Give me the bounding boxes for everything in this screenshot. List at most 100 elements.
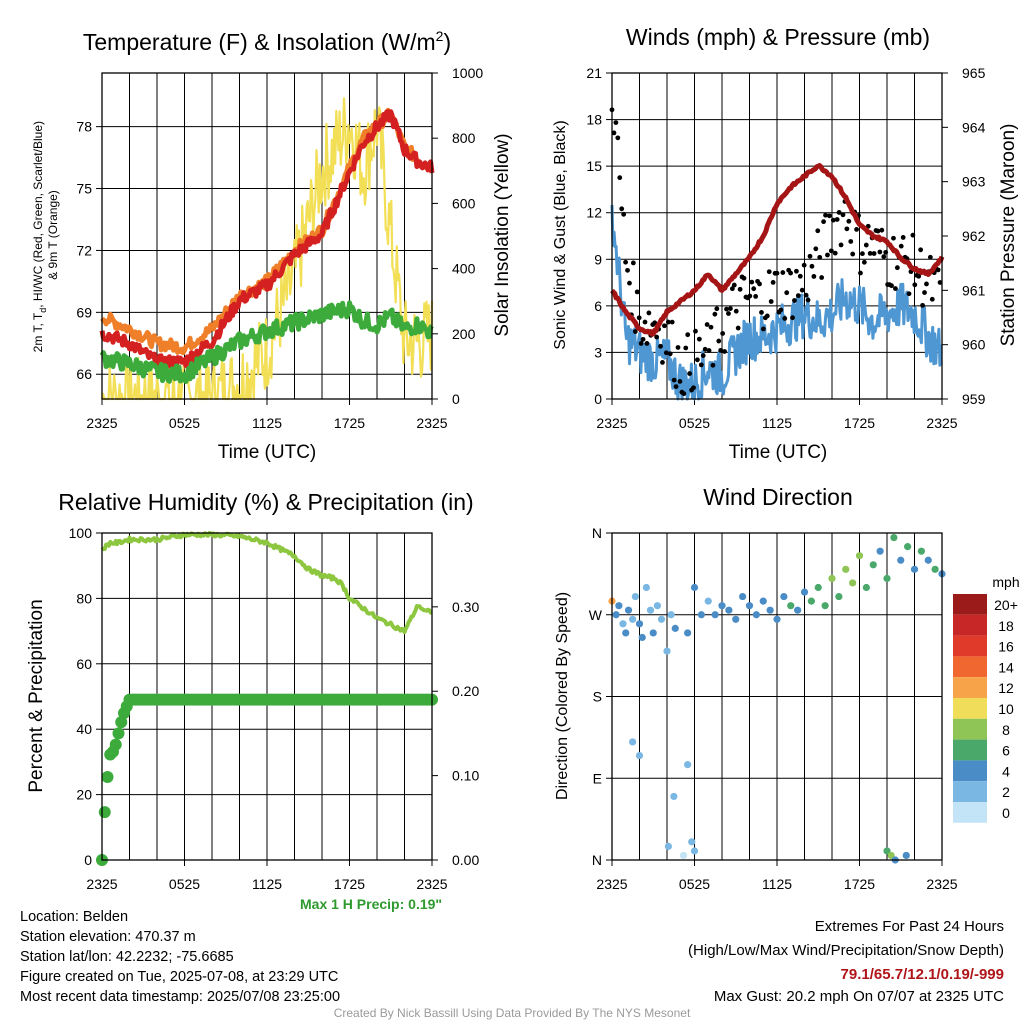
info-created: Figure created on Tue, 2025-07-08, at 23…: [20, 969, 339, 985]
direction-point: [629, 738, 637, 746]
gust-point: [706, 348, 712, 353]
gust-point: [751, 286, 757, 292]
colorbar-label: 14: [998, 659, 1014, 675]
direction-point: [697, 611, 705, 619]
x-tick-label: 2325: [926, 876, 957, 892]
gust-point: [662, 323, 667, 329]
max-gust: Max Gust: 20.2 mph On 07/07 at 2325 UTC: [713, 988, 1004, 1005]
direction-point: [904, 543, 912, 551]
colorbar-swatch: [953, 635, 987, 657]
direction-point: [924, 556, 932, 564]
gust-point: [918, 247, 924, 253]
y-tick-label: 80: [76, 590, 92, 606]
colorbar-swatch: [953, 739, 987, 761]
y-tick-label: 18: [586, 112, 602, 128]
gust-point: [716, 338, 722, 344]
gust-point: [838, 242, 844, 248]
gust-point: [757, 281, 762, 287]
colorbar-label: 2: [1002, 784, 1010, 800]
y-tick-label: 60: [76, 656, 92, 672]
gust-point: [807, 253, 813, 259]
y-tick-label: N: [592, 852, 602, 868]
colorbar-swatch: [953, 614, 987, 636]
colorbar-swatch: [953, 656, 987, 678]
gust-point: [671, 377, 677, 383]
y-tick-label: 12: [586, 205, 602, 221]
x-tick-label: 0525: [679, 415, 710, 431]
rh-plot-area: 2325 0525 1125 1725 2325 0 20 40 60 80 100 0.00 0.10…: [69, 525, 480, 892]
direction-point: [897, 556, 905, 564]
gust-point: [788, 270, 793, 276]
y2-tick-label: 1000: [452, 65, 483, 81]
max-precip-annotation: Max 1 H Precip: 0.19": [300, 896, 443, 912]
direction-panel: Wind Direction Direction (Colored By Spe…: [554, 484, 1020, 892]
gust-point: [924, 281, 929, 287]
gust-point: [790, 315, 795, 321]
y-tick-label: 75: [76, 181, 92, 197]
gust-point: [663, 350, 669, 356]
gust-point: [638, 341, 644, 346]
gust-point: [782, 316, 788, 321]
direction-point: [876, 547, 884, 555]
y2-tick-label: 200: [452, 326, 476, 342]
info-latlon: Station lat/lon: 42.2232; -75.6685: [20, 949, 234, 965]
gust-point: [764, 313, 770, 319]
direction-point: [849, 579, 857, 587]
gust-point: [658, 343, 663, 349]
colorbar-swatch: [953, 677, 987, 698]
gust-point: [900, 235, 906, 240]
temp-ylabel: 2m T, Td, HI/WC (Red, Green, Scarlet/Blu…: [31, 118, 60, 353]
direction-point: [624, 606, 633, 614]
direction-point: [807, 597, 815, 605]
x-tick-label: 2325: [926, 415, 957, 431]
direction-point: [635, 620, 644, 628]
colorbar-swatch: [953, 594, 987, 615]
gust-point: [832, 250, 838, 256]
x-tick-label: 2325: [416, 415, 447, 431]
plot-frame: [611, 532, 943, 861]
gust-point: [619, 206, 625, 212]
gust-point: [898, 243, 904, 249]
direction-point: [718, 602, 726, 610]
direction-point: [670, 792, 678, 801]
y-tick-label: 15: [586, 158, 602, 174]
gust-point: [728, 306, 733, 311]
gust-point: [753, 294, 759, 299]
gust-point: [667, 351, 673, 357]
gust-point: [858, 270, 863, 276]
gust-point: [708, 324, 714, 330]
gust-point: [840, 212, 846, 218]
gust-point: [685, 332, 691, 338]
temp-xlabel: Time (UTC): [218, 442, 317, 463]
gust-point: [718, 347, 724, 353]
direction-point: [800, 588, 809, 596]
direction-point: [759, 597, 767, 605]
gust-point: [850, 251, 856, 257]
gust-point: [634, 289, 640, 295]
info-location: Location: Belden: [20, 909, 129, 925]
y-tick-label: 66: [76, 366, 92, 382]
colorbar-swatch: [953, 802, 987, 823]
temp-title: Temperature (F) & Insolation (W/m2): [83, 28, 451, 55]
gust-point: [632, 329, 638, 334]
direction-point: [931, 565, 939, 573]
gust-point: [817, 254, 823, 260]
y2-tick-label: 964: [962, 119, 986, 135]
rh-line: [100, 531, 433, 635]
gust-point: [646, 310, 652, 316]
colorbar-label: 12: [998, 680, 1014, 696]
gust-point: [894, 265, 900, 271]
y2-tick-label: 961: [962, 282, 986, 298]
gust-point: [883, 249, 889, 255]
direction-point: [619, 620, 627, 628]
x-tick-label: 1125: [252, 876, 282, 892]
colorbar-swatch: [953, 718, 987, 740]
gust-point: [867, 250, 873, 256]
plot-frame: [101, 72, 433, 400]
y2-tick-label: 0: [452, 391, 460, 407]
wind-panel: Winds (mph) & Pressure (mb) Time (UTC) S…: [552, 24, 1019, 463]
x-tick-label: 1125: [762, 415, 792, 431]
x-tick-label: 0525: [169, 876, 200, 892]
rh-ylabel: Percent & Precipitation: [26, 599, 47, 792]
